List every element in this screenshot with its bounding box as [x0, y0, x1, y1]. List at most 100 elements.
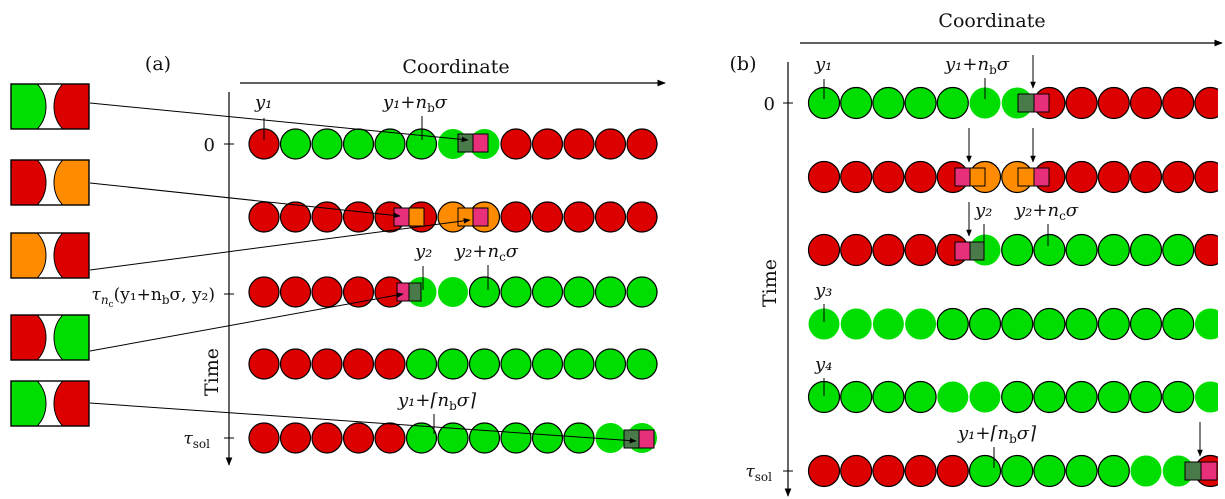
particle-red: [872, 454, 905, 488]
particle-green: [969, 87, 1001, 119]
legend-right-particle: [53, 381, 89, 426]
legend-cell: [10, 232, 90, 279]
legend-right-particle: [53, 233, 89, 278]
panel-b-tick-label-0: 0: [764, 94, 775, 115]
particle-green: [1065, 454, 1098, 488]
connector-line: [89, 292, 404, 352]
particle-red: [872, 233, 905, 267]
particle-green: [968, 454, 1002, 488]
panel-b-label-y3: y₃: [814, 280, 832, 301]
panel-a-label-y2-nc-sigma: y₂+ncσ: [454, 241, 519, 264]
interface-box-pink: [472, 207, 489, 227]
particle-green: [437, 422, 469, 454]
particle-green: [468, 422, 501, 454]
particle-red: [807, 454, 841, 488]
particle-green: [1129, 233, 1163, 267]
legend-left-particle: [11, 233, 47, 278]
panel-a-y-axis-label: Time: [201, 348, 223, 396]
particle-red: [279, 201, 312, 233]
particle-green: [531, 348, 564, 380]
particle-green: [500, 422, 532, 454]
particle-green: [563, 276, 595, 308]
particle-red: [904, 160, 937, 194]
interface-box-green: [408, 282, 422, 302]
particle-red: [1162, 86, 1195, 120]
particle-green: [531, 422, 564, 454]
particle-green: [626, 348, 658, 380]
particle-green: [468, 276, 501, 308]
particle-red: [1065, 86, 1098, 120]
particle-green: [1065, 307, 1098, 341]
interface-box-orange: [1017, 167, 1035, 187]
particle-red: [807, 233, 841, 267]
interface-box-pink: [1200, 461, 1218, 481]
panel-a-legend-connectors: [89, 102, 637, 444]
particle-green: [1033, 380, 1066, 414]
panel-b-y-axis-label: Time: [759, 259, 781, 307]
particle-green: [1065, 380, 1098, 414]
panel-a-label-y1: y₁: [254, 92, 272, 113]
panel-a-legend: [10, 83, 90, 427]
panel-b-label-y2: y₂: [974, 200, 992, 221]
legend-right-particle: [53, 160, 89, 205]
panel-a-tick-label-tau-nc: τnc(y₁+nbσ, y₂): [91, 285, 215, 310]
particle-green: [936, 307, 969, 341]
panel-b-interface-boxes: [954, 93, 1218, 481]
interface-box-pink: [954, 241, 971, 261]
panel-a-label-y2: y₂: [414, 241, 432, 262]
particle-green: [840, 86, 873, 120]
connector-line: [89, 402, 637, 444]
legend-cell: [10, 314, 90, 361]
particle-green: [1001, 380, 1034, 414]
particle-green: [1097, 233, 1130, 267]
particle-red: [657, 215, 658, 219]
particle-red: [1097, 86, 1130, 120]
legend-left-particle: [11, 315, 47, 360]
interface-box-green: [969, 241, 985, 261]
particle-green: [936, 86, 969, 120]
interface-box-orange: [408, 207, 425, 227]
particle-red: [840, 454, 873, 488]
particle-red: [311, 276, 343, 308]
particle-green: [1033, 233, 1066, 267]
particle-red: [531, 201, 564, 233]
interface-box-pink: [472, 133, 489, 153]
particle-red: [657, 142, 658, 146]
particle-red: [1194, 160, 1218, 194]
particle-green: [1065, 233, 1098, 267]
particle-green: [872, 308, 904, 340]
particle-red: [1129, 86, 1163, 120]
particle-green: [1097, 380, 1130, 414]
particle-green: [969, 381, 1001, 413]
interface-box-pink: [954, 167, 971, 187]
legend-left-particle: [11, 84, 47, 129]
particle-green: [1130, 455, 1162, 487]
particle-red: [342, 348, 375, 380]
interface-box-orange: [969, 167, 986, 187]
connector-line: [89, 218, 471, 271]
particle-green: [808, 308, 840, 340]
particle-red: [342, 422, 375, 454]
legend-left-particle: [11, 160, 47, 205]
particle-green: [1097, 454, 1130, 488]
particle-green: [1162, 380, 1195, 414]
particle-green: [626, 276, 658, 308]
particle-green: [1194, 381, 1218, 413]
particle-red: [500, 128, 532, 160]
particle-green: [937, 381, 969, 413]
particle-green: [1194, 308, 1218, 340]
particle-green: [1129, 307, 1163, 341]
particle-green: [594, 276, 627, 308]
legend-cell: [10, 380, 90, 427]
interface-box-pink: [638, 429, 655, 449]
particle-red: [374, 348, 406, 380]
panel-a-label: (a): [145, 53, 171, 75]
particle-green: [531, 276, 564, 308]
particle-red: [936, 454, 969, 488]
panel-b-label-y1-ceil: y₁+⌈nbσ⌉: [957, 423, 1037, 446]
particle-red: [626, 128, 658, 160]
panel-b-x-axis-label: Coordinate: [938, 10, 1045, 32]
particle-green: [1033, 454, 1066, 488]
particle-red: [840, 233, 873, 267]
particle-green: [405, 348, 438, 380]
